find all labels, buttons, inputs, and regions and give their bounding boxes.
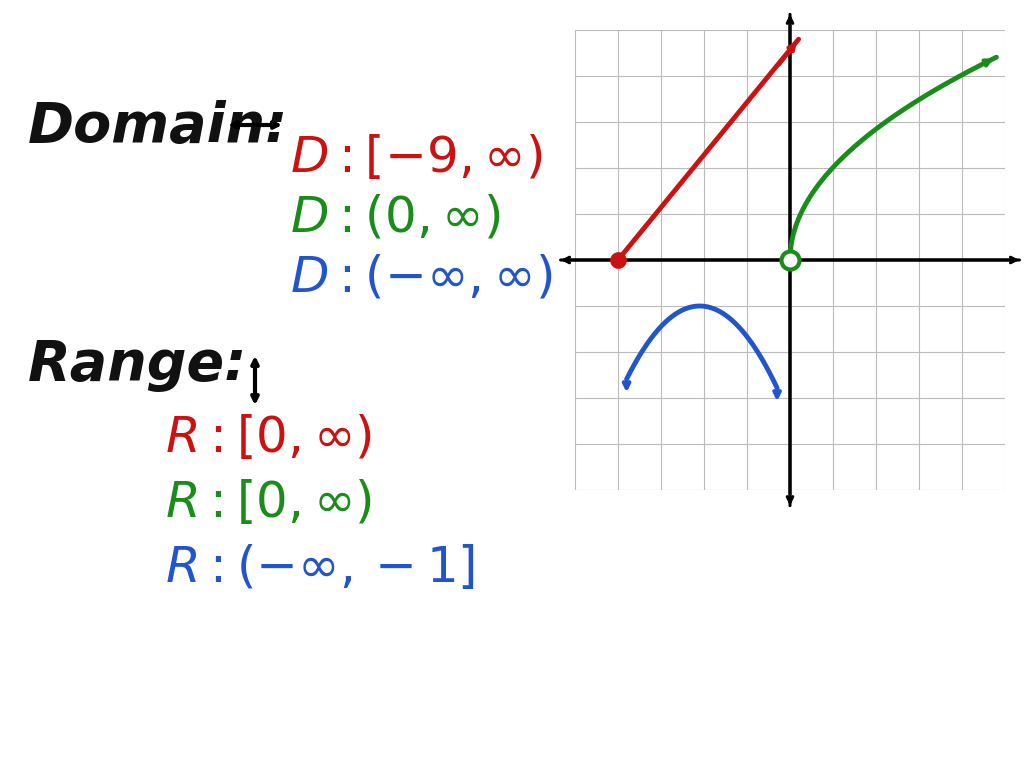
Text: $R:[0,\infty)$: $R:[0,\infty)$: [165, 413, 372, 462]
Text: $D:(-\infty,\infty)$: $D:(-\infty,\infty)$: [290, 253, 552, 301]
Text: $R:[0,\infty)$: $R:[0,\infty)$: [165, 478, 372, 527]
Text: $R:(-\infty,-1]$: $R:(-\infty,-1]$: [165, 543, 475, 592]
Text: $D:[-9,\infty)$: $D:[-9,\infty)$: [290, 133, 543, 182]
Text: Range:: Range:: [28, 338, 248, 392]
Text: Domain:: Domain:: [28, 100, 289, 154]
Text: $D:(0,\infty)$: $D:(0,\infty)$: [290, 193, 501, 241]
